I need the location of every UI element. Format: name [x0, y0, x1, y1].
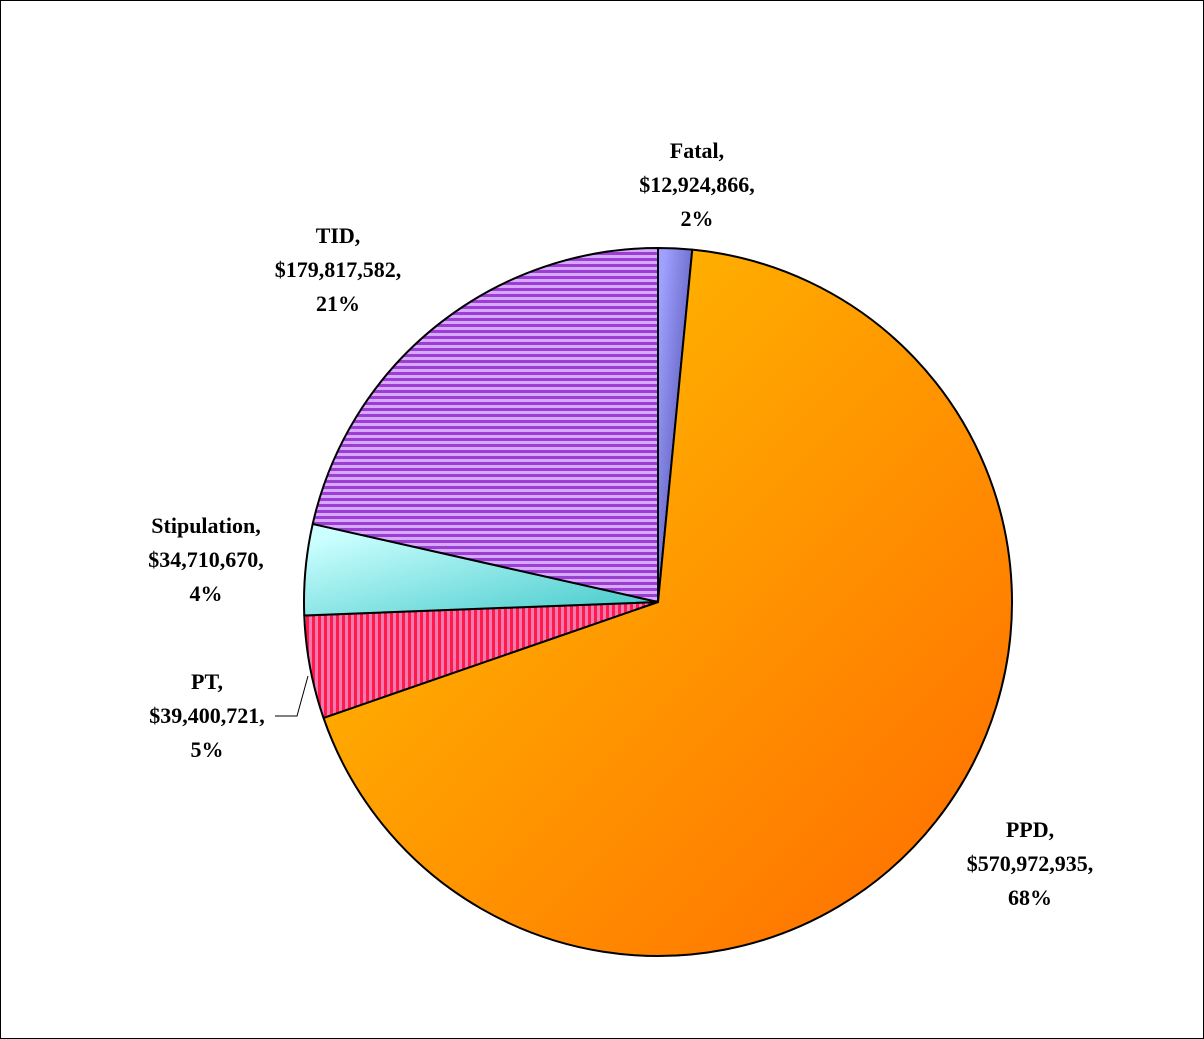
pie-slice: [311, 247, 659, 603]
slice-label-percent: 21%: [316, 291, 360, 316]
slice-label-percent: 5%: [191, 737, 224, 762]
slice-label-name: PPD,: [1006, 817, 1054, 842]
leader-line: [275, 675, 309, 717]
slice-label-value: $12,924,866,: [639, 172, 755, 197]
slice-label-value: $570,972,935,: [967, 851, 1094, 876]
slice-label-percent: 2%: [681, 206, 714, 231]
slice-label-percent: 4%: [190, 581, 223, 606]
slice-label-name: PT,: [191, 669, 223, 694]
slice-label-percent: 68%: [1008, 885, 1052, 910]
slice-label-value: $179,817,582,: [275, 257, 402, 282]
slice-label-name: Fatal,: [670, 138, 724, 163]
pie-slice: [322, 248, 1013, 957]
slice-label-name: TID,: [316, 223, 361, 248]
slice-label-value: $39,400,721,: [149, 703, 265, 728]
slice-label-name: Stipulation,: [151, 513, 260, 538]
slice-label-value: $34,710,670,: [148, 547, 264, 572]
